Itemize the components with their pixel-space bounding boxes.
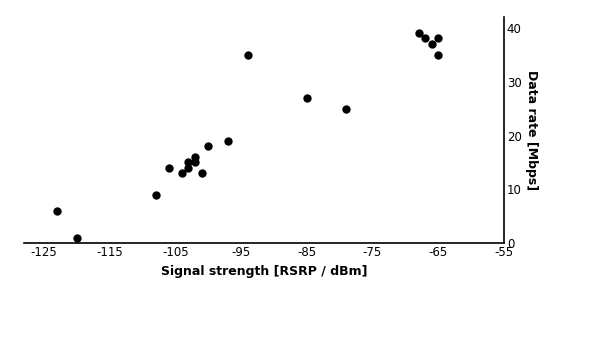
Point	[433, 52, 443, 57]
Point	[190, 154, 200, 160]
Point	[151, 192, 160, 197]
Point	[341, 106, 351, 111]
Point	[243, 52, 253, 57]
X-axis label: Signal strength [RSRP / dBm]: Signal strength [RSRP / dBm]	[161, 265, 367, 278]
Point	[223, 138, 233, 144]
Point	[184, 160, 193, 165]
Point	[427, 41, 436, 47]
Point	[203, 144, 213, 149]
Point	[177, 171, 187, 176]
Point	[72, 235, 82, 241]
Point	[433, 36, 443, 41]
Point	[420, 36, 430, 41]
Point	[414, 30, 424, 36]
Point	[190, 160, 200, 165]
Point	[184, 165, 193, 171]
Point	[197, 171, 206, 176]
Point	[52, 208, 62, 214]
Y-axis label: Data rate [Mbps]: Data rate [Mbps]	[526, 70, 538, 190]
Point	[302, 95, 311, 100]
Point	[164, 165, 173, 171]
